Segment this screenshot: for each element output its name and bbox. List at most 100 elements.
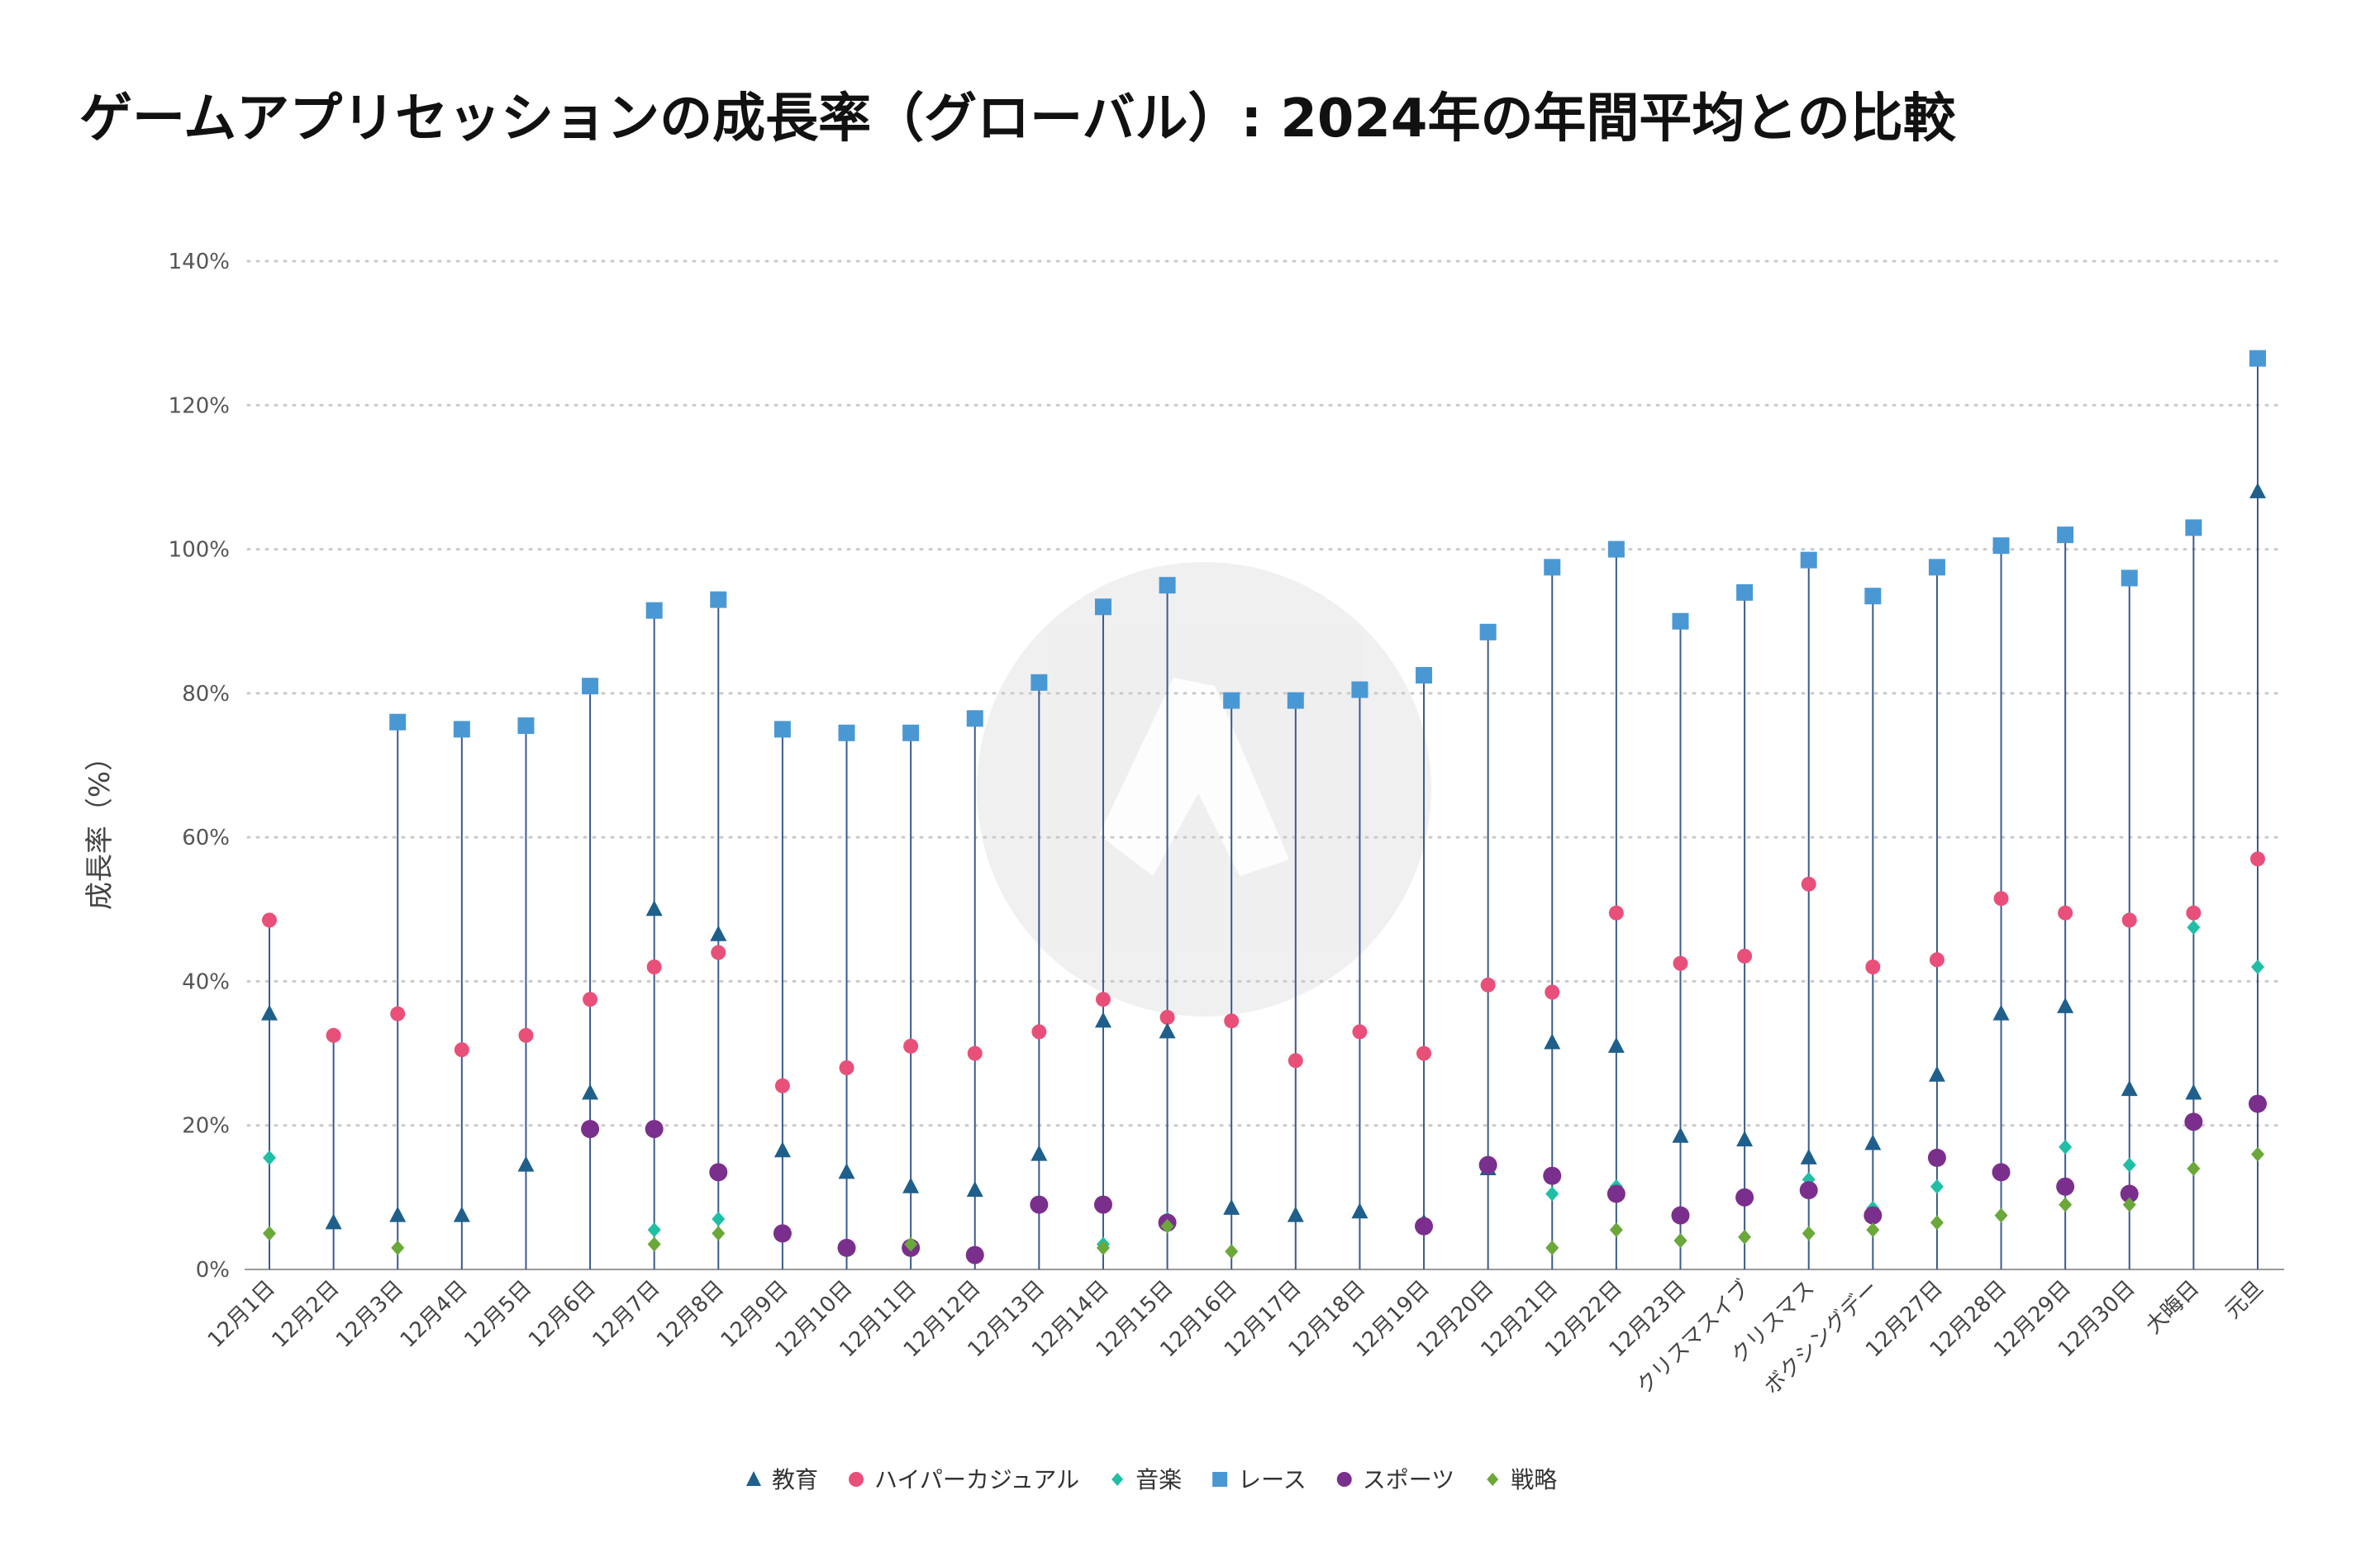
legend-marker bbox=[1111, 1473, 1124, 1486]
x-tick-label: 12月6日 bbox=[524, 1276, 601, 1353]
x-tick-label: 12月1日 bbox=[203, 1276, 280, 1353]
data-point bbox=[582, 1083, 599, 1100]
legend-item: スポーツ bbox=[1336, 1466, 1454, 1493]
legend-marker bbox=[1212, 1472, 1228, 1487]
data-point bbox=[645, 1120, 664, 1139]
data-point bbox=[647, 1236, 661, 1252]
legend-marker bbox=[1487, 1473, 1499, 1486]
data-point bbox=[1416, 1045, 1432, 1061]
data-point bbox=[1673, 955, 1688, 971]
data-point bbox=[1031, 1024, 1047, 1040]
y-axis-label: 成長率（%） bbox=[83, 743, 117, 910]
data-point bbox=[2184, 1112, 2203, 1131]
data-point bbox=[1225, 1244, 1239, 1260]
data-markers bbox=[261, 350, 2267, 1264]
data-point bbox=[647, 1222, 661, 1238]
legend-label: スポーツ bbox=[1363, 1466, 1454, 1493]
data-point bbox=[391, 1240, 405, 1255]
data-point bbox=[583, 992, 598, 1007]
data-point bbox=[2057, 526, 2074, 544]
data-point bbox=[838, 724, 855, 741]
data-point bbox=[518, 1027, 534, 1043]
data-point bbox=[1351, 1202, 1368, 1219]
data-point bbox=[774, 1078, 790, 1093]
data-point bbox=[712, 1212, 726, 1226]
data-point bbox=[1096, 1240, 1110, 1255]
chart-title: ゲームアプリセッションの成長率（グローバル）: 2024年の年間平均との比較 bbox=[79, 88, 1956, 150]
legend-marker bbox=[746, 1471, 761, 1486]
data-point bbox=[903, 1038, 919, 1054]
y-tick-label: 40% bbox=[182, 969, 230, 994]
data-point bbox=[389, 1206, 407, 1222]
data-point bbox=[581, 1120, 600, 1139]
data-point bbox=[838, 1163, 855, 1179]
data-point bbox=[2187, 1161, 2201, 1176]
data-point bbox=[1928, 559, 1945, 576]
legend-item: レース bbox=[1212, 1466, 1307, 1493]
data-point bbox=[710, 591, 727, 608]
legend-label: レース bbox=[1238, 1466, 1307, 1493]
data-point bbox=[1544, 1033, 1561, 1050]
data-point bbox=[1224, 1013, 1240, 1029]
data-point bbox=[1031, 1145, 1048, 1161]
data-point bbox=[1992, 1004, 2010, 1021]
data-point bbox=[390, 1006, 406, 1021]
data-point bbox=[1865, 960, 1881, 974]
data-point bbox=[645, 602, 663, 619]
data-point bbox=[453, 1206, 470, 1222]
data-point bbox=[1159, 1022, 1176, 1039]
x-tick-label: 12月5日 bbox=[459, 1276, 536, 1353]
data-point bbox=[646, 960, 662, 974]
data-point bbox=[454, 1042, 469, 1058]
data-point bbox=[1800, 1148, 1817, 1164]
data-point bbox=[1737, 948, 1753, 964]
legend-marker bbox=[1336, 1472, 1352, 1487]
data-point bbox=[1736, 583, 1754, 601]
data-point bbox=[2120, 1184, 2139, 1203]
data-point bbox=[965, 1245, 984, 1264]
data-point bbox=[1287, 692, 1304, 709]
data-point bbox=[1672, 1126, 1689, 1143]
data-point bbox=[2249, 350, 2266, 367]
data-point bbox=[1607, 1036, 1625, 1053]
data-point bbox=[1608, 905, 1624, 921]
x-tick-label: 12月8日 bbox=[652, 1276, 729, 1353]
data-point bbox=[2249, 1094, 2267, 1113]
data-point bbox=[2251, 1146, 2264, 1162]
data-point bbox=[839, 1060, 854, 1075]
data-point bbox=[2058, 905, 2073, 921]
data-point bbox=[1736, 1131, 1754, 1147]
data-point bbox=[2121, 569, 2138, 587]
data-point bbox=[1030, 1195, 1049, 1214]
data-point bbox=[1802, 1226, 1816, 1241]
data-point bbox=[1672, 612, 1689, 630]
data-point bbox=[2121, 912, 2137, 928]
data-point bbox=[1800, 551, 1817, 569]
data-point bbox=[2059, 1197, 2073, 1212]
legend-item: 音楽 bbox=[1111, 1466, 1182, 1493]
data-point bbox=[1159, 1010, 1175, 1025]
legend-label: ハイパーカジュアル bbox=[874, 1466, 1079, 1493]
x-tick-label: 12月4日 bbox=[396, 1276, 473, 1353]
data-point bbox=[774, 1141, 791, 1158]
data-point bbox=[1929, 952, 1944, 968]
y-tick-label: 120% bbox=[169, 393, 230, 418]
data-point bbox=[1864, 1206, 1883, 1225]
data-point bbox=[1287, 1206, 1304, 1222]
data-point bbox=[1609, 1222, 1623, 1238]
x-axis-ticks: 12月1日12月2日12月3日12月4日12月5日12月6日12月7日12月8日… bbox=[203, 1276, 2268, 1400]
y-tick-label: 80% bbox=[182, 682, 230, 707]
data-point bbox=[389, 713, 407, 731]
data-point bbox=[1606, 1184, 1626, 1203]
data-point bbox=[966, 710, 983, 727]
data-point bbox=[712, 1226, 726, 1241]
data-point bbox=[1799, 1181, 1818, 1200]
data-point bbox=[2057, 997, 2074, 1013]
x-tick-label: 12月2日 bbox=[267, 1276, 344, 1353]
x-tick-label: 大晦日 bbox=[2141, 1276, 2204, 1339]
data-point bbox=[902, 724, 920, 741]
data-point bbox=[2187, 920, 2201, 936]
data-point bbox=[2185, 1083, 2202, 1100]
data-point bbox=[1801, 876, 1816, 892]
x-tick-label: 12月3日 bbox=[331, 1276, 408, 1353]
